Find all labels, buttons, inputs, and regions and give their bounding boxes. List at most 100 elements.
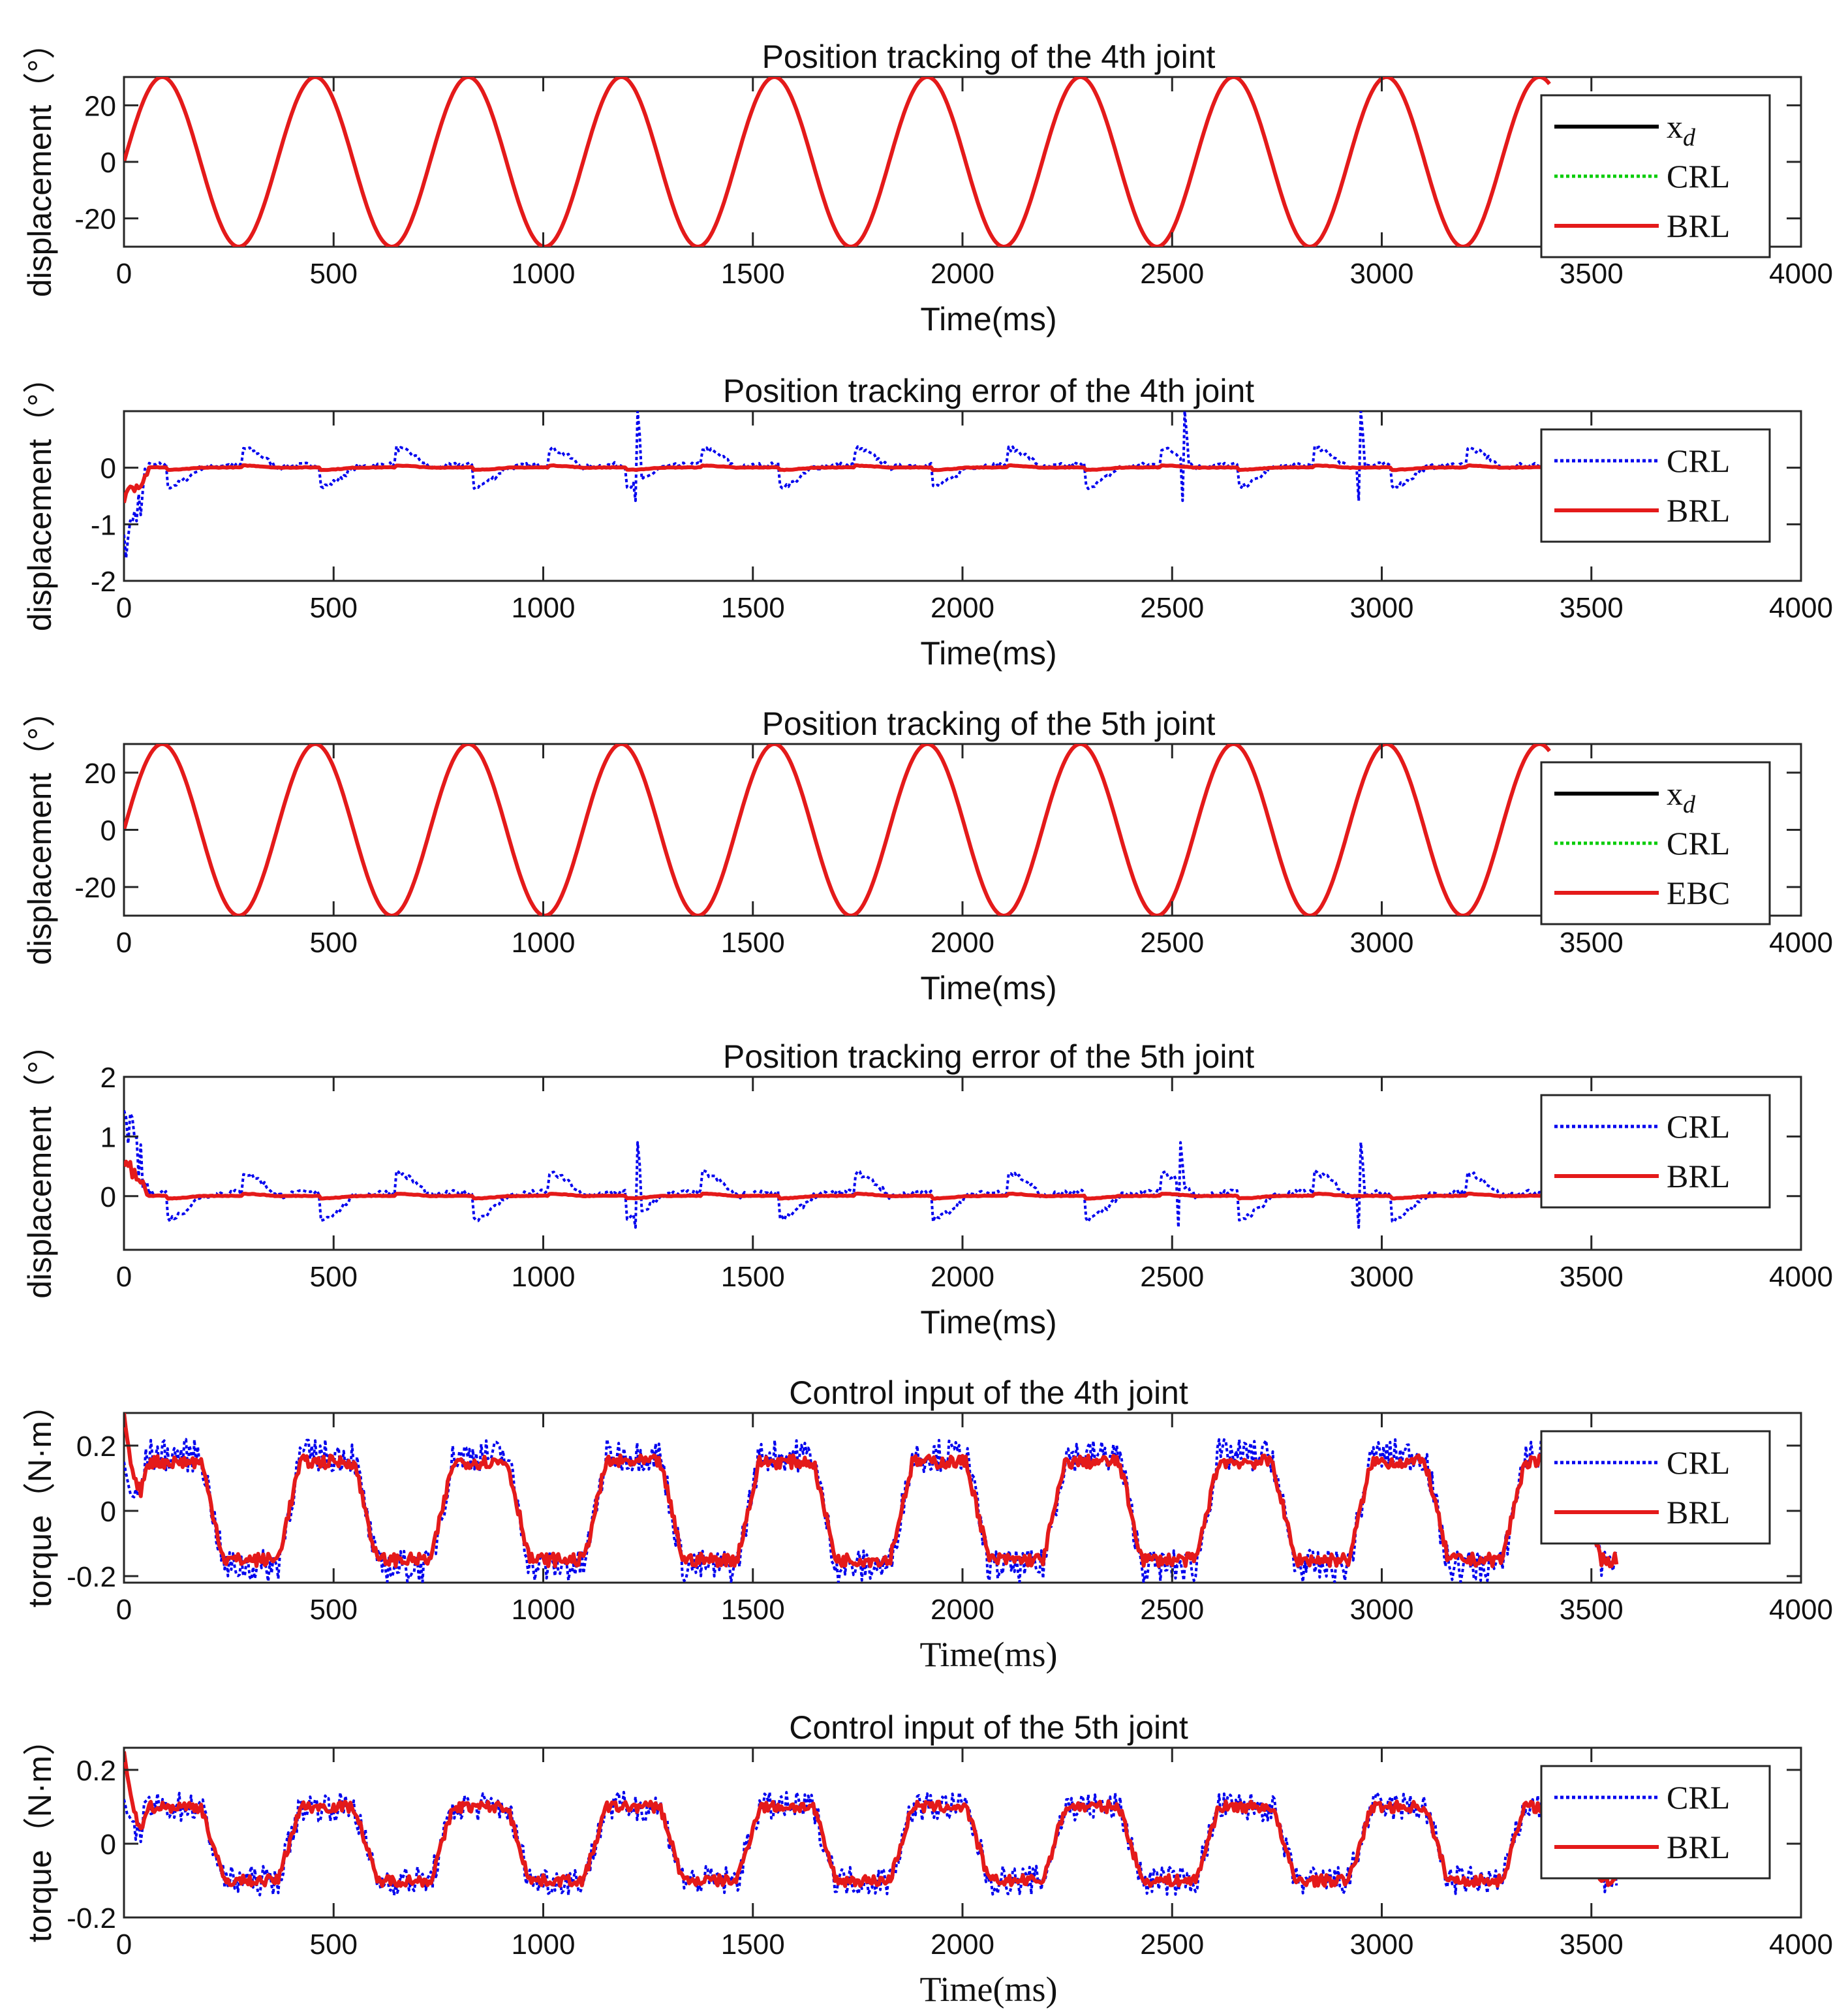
subplot-2: 0 500 1000 1500 2000 2500 3000 3500 4000 -2 -1 0 Pos… xyxy=(22,361,1833,672)
plot-area xyxy=(123,1412,1802,1584)
subplot-4: 0 500 1000 1500 2000 2500 3000 3500 4000 0 1 2 Posit… xyxy=(22,1028,1833,1341)
x-tick-label: 3500 xyxy=(1560,1929,1624,1961)
plot-area xyxy=(123,410,1802,582)
x-tick-label: 3500 xyxy=(1560,592,1624,624)
chart-title: Control input of the 4th joint xyxy=(789,1374,1188,1411)
legend-label-brl: BRL xyxy=(1667,208,1730,244)
legend-label-crl: CRL xyxy=(1667,1779,1730,1816)
y-tick-label: 0.2 xyxy=(76,1431,116,1463)
legend: CRL BRL xyxy=(1540,1765,1771,1880)
x-tick-label: 2000 xyxy=(931,927,994,959)
y-tick-label: -0.2 xyxy=(67,1561,116,1593)
x-tick-label: 1000 xyxy=(512,1594,576,1626)
legend-label-brl: BRL xyxy=(1667,492,1730,529)
y-tick-label: 2 xyxy=(100,1062,116,1094)
x-tick-label: 0 xyxy=(116,927,132,959)
legend-label-crl: CRL xyxy=(1667,825,1730,861)
x-axis-label: Time(ms) xyxy=(920,1304,1056,1341)
x-tick-label: 0 xyxy=(116,592,132,624)
x-tick-label: 4000 xyxy=(1769,1929,1833,1961)
x-tick-label: 2000 xyxy=(931,1261,994,1293)
legend-label-x: xd xyxy=(1667,108,1696,151)
legend-label-crl: CRL xyxy=(1667,442,1730,479)
x-tick-label: 1500 xyxy=(721,1594,785,1626)
x-tick-label: 500 xyxy=(310,1261,358,1293)
x-tick-label: 3000 xyxy=(1350,1594,1414,1626)
x-tick-label: 2000 xyxy=(931,258,994,290)
series-line-brl xyxy=(124,463,1541,503)
x-tick-label: 1000 xyxy=(512,1261,576,1293)
x-tick-label: 1500 xyxy=(721,1929,785,1961)
legend-box xyxy=(1540,428,1771,543)
legend-label-crl: CRL xyxy=(1667,1444,1730,1481)
subplot-6: 0 500 1000 1500 2000 2500 3000 3500 4000-0.200.2… xyxy=(22,1709,1833,2009)
x-tick-label: 0 xyxy=(116,1261,132,1293)
series-line-ebc xyxy=(124,744,1551,916)
chart-title: Position tracking error of the 5th joint xyxy=(723,1038,1254,1075)
legend-label-crl: CRL xyxy=(1667,158,1730,194)
y-tick-label: -20 xyxy=(74,872,116,904)
chart-title: Position tracking error of the 4th joint xyxy=(723,373,1254,409)
x-tick-label: 1500 xyxy=(721,1261,785,1293)
subplot-3: 0 500 1000 1500 2000 2500 3000 3500 4000-20020Po… xyxy=(22,694,1833,1006)
x-tick-label: 0 xyxy=(116,258,132,290)
series-line-brl xyxy=(124,1413,1619,1568)
x-tick-label: 2000 xyxy=(931,592,994,624)
plot-area xyxy=(123,1076,1802,1251)
plot-area xyxy=(123,1746,1802,1919)
legend: xd CRL EBC xyxy=(1540,761,1771,925)
subplot-5: 0 500 1000 1500 2000 2500 3000 3500 4000-0.200.2… xyxy=(22,1374,1833,1674)
x-tick-label: 2500 xyxy=(1140,1261,1204,1293)
series-line-brl xyxy=(124,1159,1541,1201)
legend-label-brl: BRL xyxy=(1667,1158,1730,1194)
x-tick-label: 3000 xyxy=(1350,258,1414,290)
x-tick-label: 0 xyxy=(116,1594,132,1626)
subplot-1: 0 500 1000 1500 2000 2500 3000 3500 4000-20020Po… xyxy=(22,27,1833,337)
series-line-brl xyxy=(124,1751,1618,1888)
legend-label-x: xd xyxy=(1667,775,1696,818)
y-tick-label: 20 xyxy=(84,758,116,790)
y-tick-label: 0 xyxy=(100,815,116,847)
y-tick-label: 20 xyxy=(84,90,116,122)
legend-label-crl: CRL xyxy=(1667,1108,1730,1145)
y-tick-label: 0 xyxy=(100,1829,116,1861)
x-tick-label: 1000 xyxy=(512,1929,576,1961)
legend-label-brl: BRL xyxy=(1667,1829,1730,1865)
y-tick-label: 1 xyxy=(100,1121,116,1153)
x-tick-label: 3500 xyxy=(1560,258,1624,290)
x-tick-label: 3000 xyxy=(1350,1261,1414,1293)
x-tick-label: 500 xyxy=(310,592,358,624)
x-tick-label: 1500 xyxy=(721,592,785,624)
y-tick-label: 0 xyxy=(100,1181,116,1213)
y-tick-label: -20 xyxy=(74,204,116,236)
x-tick-label: 1000 xyxy=(512,927,576,959)
chart-title: Control input of the 5th joint xyxy=(789,1709,1188,1746)
series-group xyxy=(124,1109,1542,1229)
x-tick-label: 2000 xyxy=(931,1594,994,1626)
x-tick-label: 3500 xyxy=(1560,927,1624,959)
x-tick-label: 1500 xyxy=(721,927,785,959)
x-tick-label: 4000 xyxy=(1769,927,1833,959)
x-axis-label: Time(ms) xyxy=(920,970,1056,1006)
plot-area xyxy=(123,76,1802,248)
plot-area xyxy=(123,743,1802,917)
y-axis-label: displacement（°） xyxy=(22,694,58,965)
y-tick-label: -2 xyxy=(91,566,116,598)
x-tick-label: 1000 xyxy=(512,592,576,624)
y-axis-label: displacement（°） xyxy=(22,361,58,632)
y-axis-label: torque（N·m） xyxy=(22,1723,58,1942)
y-tick-label: 0 xyxy=(100,453,116,485)
series-group xyxy=(124,1751,1618,1897)
y-tick-label: 0.2 xyxy=(76,1755,116,1787)
series-group xyxy=(124,744,1551,916)
y-tick-label: -1 xyxy=(91,509,116,541)
x-tick-label: 2500 xyxy=(1140,1929,1204,1961)
y-axis-label: displacement（°） xyxy=(22,1028,58,1299)
legend: CRL BRL xyxy=(1540,1430,1771,1545)
x-tick-label: 500 xyxy=(310,927,358,959)
x-tick-label: 2500 xyxy=(1140,927,1204,959)
x-tick-label: 2500 xyxy=(1140,1594,1204,1626)
series-group xyxy=(124,1413,1619,1583)
x-tick-label: 4000 xyxy=(1769,1261,1833,1293)
